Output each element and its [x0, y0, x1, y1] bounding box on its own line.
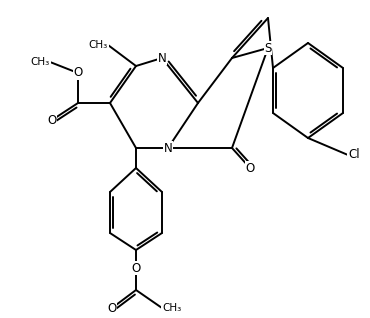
Text: O: O: [73, 66, 83, 80]
Text: O: O: [47, 114, 57, 127]
Text: Cl: Cl: [348, 149, 360, 162]
Text: CH₃: CH₃: [31, 57, 50, 67]
Text: N: N: [164, 142, 172, 155]
Text: S: S: [264, 42, 272, 54]
Text: CH₃: CH₃: [89, 40, 108, 50]
Text: O: O: [245, 162, 255, 175]
Text: N: N: [158, 52, 166, 65]
Text: O: O: [131, 261, 141, 274]
Text: CH₃: CH₃: [162, 303, 181, 313]
Text: O: O: [107, 301, 117, 315]
